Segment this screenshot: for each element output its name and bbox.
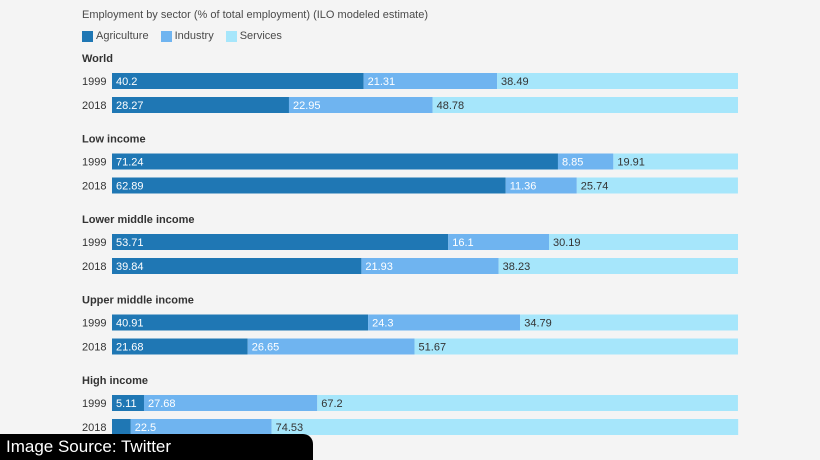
bar-world-1999-industry[interactable]	[363, 73, 498, 89]
year-label-upper-middle-income-1999: 1999	[82, 318, 106, 330]
bar-world-2018-industry[interactable]	[288, 97, 433, 113]
bar-upper-middle-income-1999-industry[interactable]	[368, 314, 521, 331]
year-label-upper-middle-income-2018: 2018	[82, 342, 106, 354]
data-label-world-2018-services: 48.78	[437, 100, 465, 112]
bar-world-2018-services[interactable]	[432, 97, 738, 113]
data-label-upper-middle-income-2018-agriculture: 21.68	[116, 342, 144, 354]
bar-upper-middle-income-2018-industry[interactable]	[247, 338, 415, 355]
data-label-high-income-2018-services: 74.53	[276, 422, 304, 434]
chart-legend: Agriculture Industry Services	[82, 30, 294, 42]
data-label-lower-middle-income-1999-services: 30.19	[553, 237, 581, 249]
bar-world-1999-agriculture[interactable]	[112, 73, 364, 89]
data-label-world-2018-industry: 22.95	[293, 100, 321, 112]
legend-label-services: Services	[239, 30, 282, 42]
group-label-high-income: High income	[82, 375, 148, 387]
data-label-lower-middle-income-2018-agriculture: 39.84	[116, 261, 144, 273]
legend-item-industry[interactable]: Industry	[160, 30, 214, 42]
data-label-high-income-2018-industry: 22.5	[135, 422, 156, 434]
year-label-world-1999: 1999	[82, 76, 106, 88]
legend-swatch-agriculture	[82, 30, 93, 42]
group-label-world: World	[82, 53, 113, 65]
year-label-low-income-2018: 2018	[82, 181, 106, 193]
data-label-low-income-1999-agriculture: 71.24	[116, 157, 144, 169]
bar-high-income-2018-industry[interactable]	[130, 419, 272, 435]
bar-lower-middle-income-2018-services[interactable]	[498, 258, 738, 274]
legend-item-agriculture[interactable]: Agriculture	[82, 30, 149, 42]
data-label-world-1999-services: 38.49	[501, 76, 529, 88]
data-label-world-2018-agriculture: 28.27	[116, 100, 144, 112]
bar-world-2018-agriculture[interactable]	[112, 97, 289, 113]
bar-lower-middle-income-2018-agriculture[interactable]	[112, 258, 362, 274]
legend-swatch-industry	[160, 30, 172, 42]
bar-high-income-1999-services[interactable]	[317, 395, 738, 411]
bar-high-income-1999-industry[interactable]	[143, 395, 318, 411]
data-label-low-income-2018-industry: 11.36	[510, 181, 537, 193]
bar-lower-middle-income-1999-services[interactable]	[549, 234, 738, 250]
data-label-lower-middle-income-1999-agriculture: 53.71	[116, 237, 144, 249]
data-label-upper-middle-income-1999-services: 34.79	[524, 318, 552, 330]
bar-high-income-2018-agriculture[interactable]	[112, 419, 131, 435]
bar-high-income-2018-services[interactable]	[271, 419, 739, 435]
bar-upper-middle-income-2018-services[interactable]	[414, 338, 738, 355]
year-label-lower-middle-income-1999: 1999	[82, 237, 106, 249]
year-label-world-2018: 2018	[82, 100, 106, 112]
data-label-world-1999-industry: 21.31	[368, 76, 396, 88]
legend-label-agriculture: Agriculture	[96, 30, 149, 42]
data-label-lower-middle-income-2018-services: 38.23	[503, 261, 531, 273]
bar-lower-middle-income-1999-industry[interactable]	[448, 234, 550, 250]
bar-low-income-2018-agriculture[interactable]	[112, 177, 506, 194]
data-label-high-income-1999-services: 67.2	[321, 398, 342, 410]
bar-upper-middle-income-1999-services[interactable]	[520, 314, 738, 331]
data-label-low-income-1999-industry: 8.85	[562, 157, 583, 169]
data-label-low-income-2018-services: 25.74	[581, 181, 609, 193]
data-label-lower-middle-income-2018-industry: 21.93	[365, 261, 393, 273]
bar-low-income-2018-services[interactable]	[576, 177, 738, 194]
data-label-low-income-2018-agriculture: 62.89	[116, 181, 144, 193]
legend-swatch-services	[225, 30, 237, 42]
data-label-high-income-1999-industry: 27.68	[148, 398, 176, 410]
data-label-low-income-1999-services: 19.91	[617, 157, 645, 169]
bar-upper-middle-income-1999-agriculture[interactable]	[112, 314, 369, 331]
bar-low-income-1999-agriculture[interactable]	[112, 153, 558, 170]
data-label-high-income-1999-agriculture: 5.11	[116, 398, 137, 410]
bar-lower-middle-income-1999-agriculture[interactable]	[112, 234, 449, 250]
chart-title: Employment by sector (% of total employm…	[82, 9, 429, 21]
bar-low-income-1999-services[interactable]	[613, 153, 738, 170]
year-label-low-income-1999: 1999	[82, 157, 106, 169]
legend-item-services[interactable]: Services	[225, 30, 282, 42]
group-label-upper-middle-income: Upper middle income	[82, 295, 194, 307]
image-source-badge: Image Source: Twitter	[0, 434, 313, 460]
bar-upper-middle-income-2018-agriculture[interactable]	[112, 338, 248, 355]
data-label-world-1999-agriculture: 40.2	[116, 76, 137, 88]
year-label-high-income-1999: 1999	[82, 398, 106, 410]
data-label-lower-middle-income-1999-industry: 16.1	[452, 237, 473, 249]
group-label-lower-middle-income: Lower middle income	[82, 214, 194, 226]
bar-lower-middle-income-2018-industry[interactable]	[361, 258, 499, 274]
data-label-upper-middle-income-1999-industry: 24.3	[372, 318, 393, 330]
bar-world-1999-services[interactable]	[497, 73, 738, 89]
bar-low-income-1999-industry[interactable]	[557, 153, 614, 170]
group-label-low-income: Low income	[82, 134, 146, 146]
bar-low-income-2018-industry[interactable]	[505, 177, 577, 194]
bar-high-income-1999-agriculture[interactable]	[112, 395, 144, 411]
year-label-high-income-2018: 2018	[82, 422, 106, 434]
data-label-upper-middle-income-1999-agriculture: 40.91	[116, 318, 144, 330]
year-label-lower-middle-income-2018: 2018	[82, 261, 106, 273]
legend-label-industry: Industry	[174, 30, 214, 42]
data-label-upper-middle-income-2018-services: 51.67	[419, 342, 447, 354]
data-label-upper-middle-income-2018-industry: 26.65	[252, 342, 280, 354]
